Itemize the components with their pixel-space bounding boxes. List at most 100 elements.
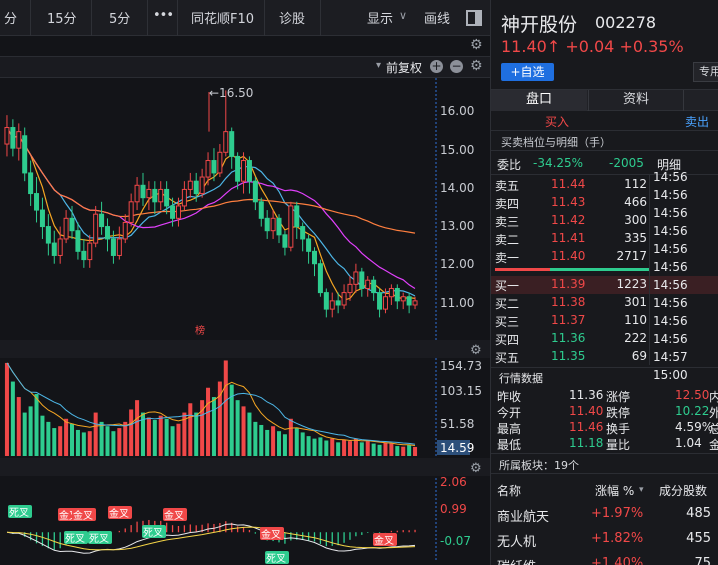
layout-toggle-icon[interactable] [466,10,482,26]
ask-row[interactable]: 卖一 11.40 2717 [491,248,718,266]
more-button[interactable]: ••• [153,8,174,23]
sector-pct: +1.40% [591,556,644,565]
sector-row[interactable]: 碳纤维 +1.40% 75 [491,555,718,565]
adjust-dropdown[interactable]: 前复权 [386,61,423,75]
ask-row[interactable]: 卖四 11.43 466 [491,194,718,212]
volume-bar [117,428,122,456]
candle [400,292,406,310]
candle [270,210,276,239]
volume-bar [389,443,394,456]
sector-title: 所属板块：19个 [499,459,579,472]
rank-marker-icon[interactable]: 榜 [195,324,205,337]
display-dropdown[interactable]: 显示 [367,12,394,27]
volume-ma10-line [6,362,416,445]
draw-line-button[interactable]: 画线 [424,12,451,27]
gold-cross-label-bg [108,506,132,519]
level-label: 卖一 [495,251,520,265]
gold-cross-label-bg [373,533,397,546]
bid-row[interactable]: 买三 11.37 110 [491,312,718,330]
chart-header: ▾ 前复权 + − ⚙ [0,56,490,78]
sector-row[interactable]: 商业航天 +1.97% 485 [491,505,718,525]
sector-row[interactable]: 无人机 +1.82% 455 [491,530,718,550]
volume-bar [395,446,400,456]
volume-bar [318,437,323,456]
buy-button[interactable]: 买入 [545,115,570,129]
sort-icon[interactable]: ▾ [639,485,644,495]
volume-bar [99,421,104,456]
sell-button[interactable]: 卖出 [685,115,710,129]
volume-bar [146,417,151,456]
period-5min-button[interactable]: 5分 [109,12,131,27]
candle [223,90,229,157]
volume-bar [241,406,246,456]
sector-name: 商业航天 [497,510,550,525]
chevron-down-icon[interactable]: ∨ [399,9,408,22]
stat-l2: 换手 [606,422,631,436]
candle [158,181,164,211]
candle [93,205,99,248]
level-volume: 335 [624,231,647,245]
volume-bar [347,441,352,456]
candle [246,156,252,194]
volume-bar [306,436,311,456]
diagnose-button[interactable]: 诊股 [279,12,306,27]
volume-bar [247,412,252,456]
level-label: 卖四 [495,197,520,211]
gear-icon[interactable]: ⚙ [470,58,483,74]
chevron-down-icon[interactable]: ▾ [376,60,382,71]
stat-l1: 昨收 [497,390,522,404]
gear-icon[interactable]: ⚙ [470,37,483,53]
volume-bar [64,418,69,456]
tab-profile[interactable]: 资料 [588,90,684,111]
volume-bar [188,403,193,456]
level-volume: 2717 [616,249,647,263]
volume-panel [4,360,418,456]
stat-v1: 11.36 [569,388,604,402]
period-day-button[interactable]: 分 [4,12,18,27]
candle [394,284,400,310]
bid-row[interactable]: 买一 11.39 1223 [491,276,718,294]
bid-row[interactable]: 买五 11.35 69 [491,348,718,366]
volume-bar [164,418,169,456]
ask-row[interactable]: 卖二 11.41 335 [491,230,718,248]
col-pct[interactable]: 涨幅 % [595,484,635,498]
add-watchlist-button[interactable]: +自选 [501,63,554,81]
level-label: 买一 [495,279,520,293]
candle [229,127,235,169]
volume-bar [182,412,187,456]
macd-tick: 0.99 [440,502,467,516]
candle [122,214,128,244]
stat-x: 外 [709,406,718,420]
trade-time: 14:56 [653,332,688,346]
candle [39,197,45,239]
candle [264,210,270,239]
volume-bar [223,360,228,456]
order-ratio-row: 委比 -34.25% -2005 明细 [491,155,718,173]
divider [264,0,265,36]
gear-icon[interactable]: ⚙ [470,343,482,358]
ma20-line [6,127,416,290]
level-volume: 222 [624,331,647,345]
ask-row[interactable]: 卖三 11.42 300 [491,212,718,230]
volume-bar [52,428,57,456]
special-button[interactable]: 专用 [693,62,718,82]
bid-row[interactable]: 买四 11.36 222 [491,330,718,348]
candle [377,288,383,318]
zoom-out-icon[interactable]: − [450,59,463,73]
price-change: +0.04 [565,37,615,56]
stats-title: 行情数据 [499,372,543,385]
zoom-in-icon[interactable]: + [430,59,443,73]
gear-icon[interactable]: ⚙ [470,461,482,476]
candle [104,218,111,252]
gold-cross-label: 金叉 [374,534,394,547]
candle [45,214,51,256]
bid-row[interactable]: 买二 11.38 301 [491,294,718,312]
trade-time: 14:56 [653,296,688,310]
stat-x: 总 [709,422,718,436]
period-15min-button[interactable]: 15分 [47,12,77,27]
gold-cross-label: 金叉 [164,509,184,522]
f10-button[interactable]: 同花顺F10 [191,12,255,27]
tab-orderbook[interactable]: 盘口 [491,90,587,111]
ask-row[interactable]: 卖五 11.44 112 [491,176,718,194]
volume-bar [359,442,364,456]
